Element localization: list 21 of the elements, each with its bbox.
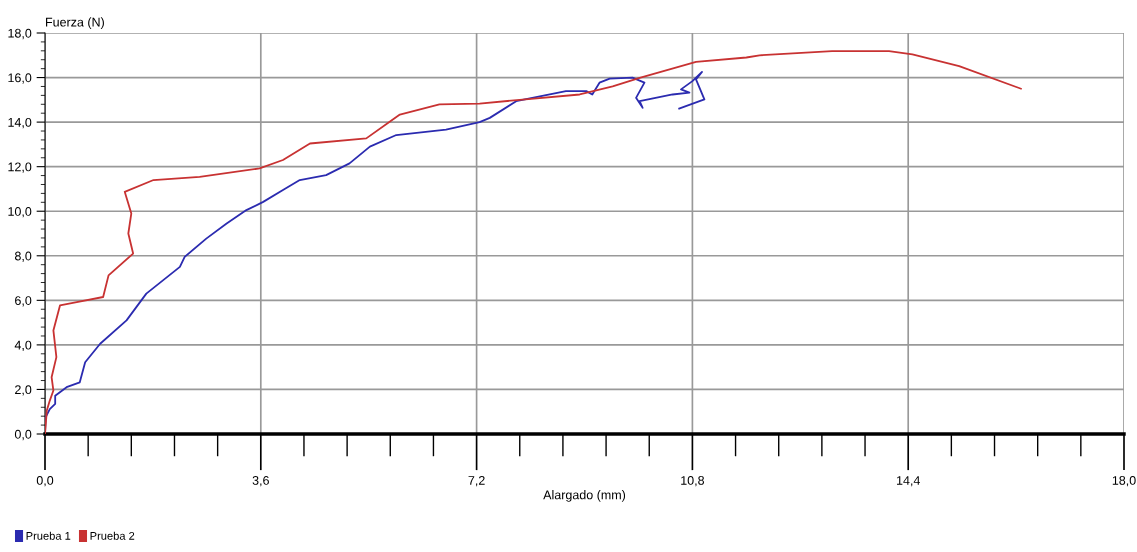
y-tick-label: 14,0 (8, 117, 32, 129)
x-tick-label: 7,2 (468, 476, 485, 487)
y-tick-label: 8,0 (14, 251, 32, 262)
y-tick-label: 10,0 (8, 207, 32, 218)
line-series (45, 50, 1022, 434)
y-tick-label: 18,0 (8, 28, 32, 40)
legend-label: Prueba 1 (26, 531, 71, 540)
y-axis-title: Fuerza (N) (46, 17, 104, 29)
y-tick-label: 12,0 (8, 162, 32, 173)
x-tick-label: 10,8 (681, 476, 705, 487)
x-tick-label: 0,0 (36, 476, 54, 487)
y-tick-label: 2,0 (15, 385, 32, 396)
y-tick-label: 4,0 (14, 340, 32, 352)
x-axis-title: Alargado (mm) (543, 490, 626, 502)
x-tick-label: 14,4 (896, 476, 920, 487)
x-tick-label: 3,6 (252, 476, 269, 487)
legend-label: Prueba 2 (90, 531, 135, 540)
x-tick-label: 18,0 (1112, 476, 1136, 487)
y-tick-label: 6,0 (15, 296, 32, 307)
y-tick-label: 16,0 (8, 73, 32, 84)
y-tick-label: 0,0 (14, 429, 32, 441)
